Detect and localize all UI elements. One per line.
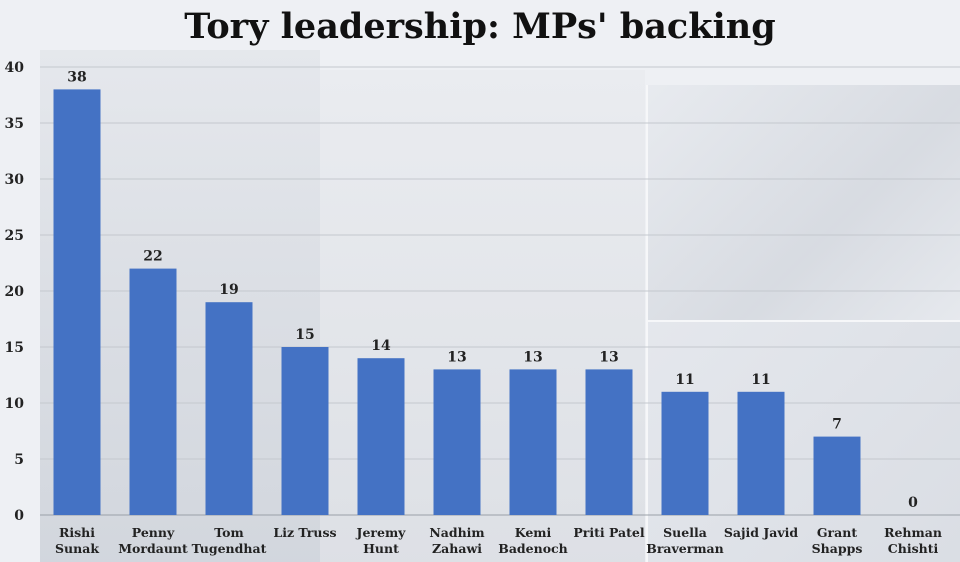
category-label: Nadhim [429, 525, 484, 540]
category-label: Grant [817, 525, 857, 540]
data-label: 13 [523, 349, 542, 365]
category-label: Tugendhat [192, 541, 267, 556]
bar [813, 436, 861, 515]
category-label: Rehman [884, 525, 942, 540]
data-label: 22 [143, 249, 162, 265]
category-label: Shapps [812, 541, 863, 556]
background-divider [648, 320, 960, 322]
data-label: 7 [832, 417, 842, 433]
bar [585, 369, 633, 515]
category-label: Braverman [646, 541, 723, 556]
gridlines [40, 66, 960, 516]
y-tick-label: 15 [5, 340, 24, 356]
bar [281, 347, 329, 515]
category-label: Tom [214, 525, 243, 540]
bar [661, 391, 709, 515]
category-label: Badenoch [498, 541, 567, 556]
y-tick-label: 0 [14, 508, 24, 524]
y-tick-label: 20 [5, 284, 25, 300]
y-tick-label: 40 [5, 60, 25, 76]
category-label: Chishti [888, 541, 939, 556]
data-label: 19 [219, 282, 238, 298]
chart-title: Tory leadership: MPs' backing [184, 6, 776, 47]
category-label: Sunak [55, 541, 99, 556]
bar [53, 89, 101, 516]
data-labels: 38 22 19 15 14 13 13 13 11 11 7 0 [67, 69, 918, 511]
bar [433, 369, 481, 515]
category-label: Penny [132, 525, 175, 540]
y-tick-label: 5 [14, 452, 24, 468]
y-tick-label: 25 [5, 228, 24, 244]
bar [737, 391, 785, 515]
category-label: Kemi [515, 525, 552, 540]
y-axis: 0 5 10 15 20 25 30 35 40 [5, 60, 25, 524]
category-label: Jeremy [356, 525, 407, 540]
data-label: 0 [908, 495, 918, 511]
data-label: 15 [295, 327, 314, 343]
category-label: Mordaunt [118, 541, 188, 556]
bar [509, 369, 557, 515]
data-label: 13 [599, 349, 618, 365]
data-label: 14 [371, 338, 391, 354]
data-label: 11 [751, 372, 770, 388]
category-label: Priti Patel [573, 525, 644, 540]
category-label: Zahawi [432, 541, 482, 556]
bar [205, 302, 253, 515]
category-label: Suella [663, 525, 707, 540]
category-label: Rishi [59, 525, 95, 540]
bars [53, 89, 861, 516]
y-tick-label: 35 [5, 116, 24, 132]
category-label: Liz Truss [273, 525, 336, 540]
bar [129, 268, 177, 515]
data-label: 13 [447, 349, 466, 365]
y-tick-label: 10 [5, 396, 25, 412]
category-label: Hunt [363, 541, 399, 556]
bar [357, 358, 405, 515]
data-label: 11 [675, 372, 694, 388]
y-tick-label: 30 [5, 172, 25, 188]
background-divider [646, 85, 648, 562]
category-label: Sajid Javid [724, 525, 799, 540]
data-label: 38 [67, 69, 86, 85]
